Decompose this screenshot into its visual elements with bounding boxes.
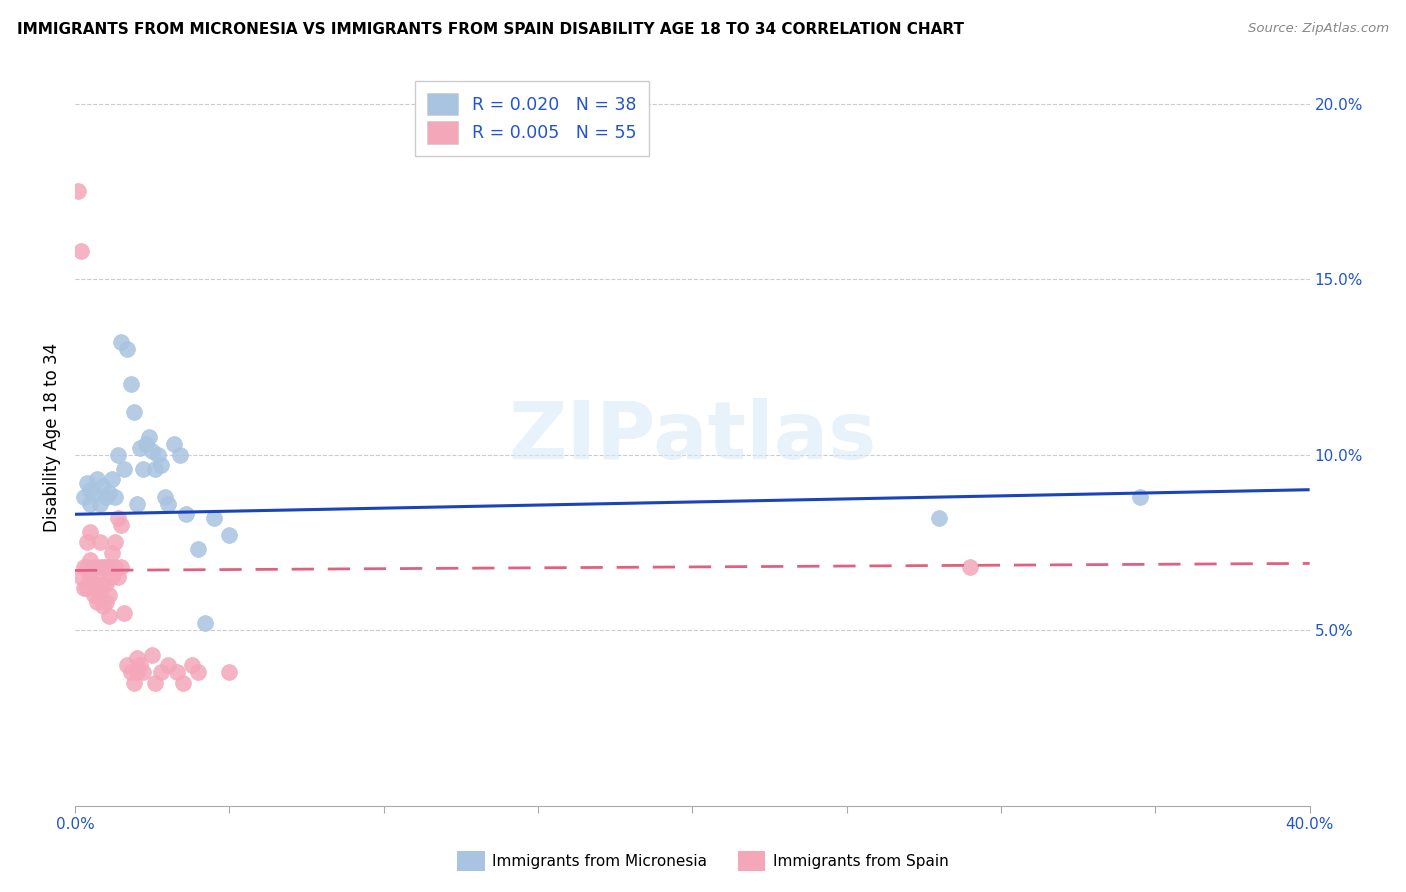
- Point: [166, 665, 188, 680]
- Point: [83, 588, 105, 602]
- Point: [132, 461, 155, 475]
- Point: [94, 595, 117, 609]
- Point: [156, 497, 179, 511]
- Point: [148, 448, 170, 462]
- Point: [76, 581, 98, 595]
- Point: [112, 606, 135, 620]
- Point: [1129, 490, 1152, 504]
- Point: [101, 472, 124, 486]
- Point: [218, 665, 240, 680]
- Point: [117, 658, 139, 673]
- Point: [97, 560, 120, 574]
- Point: [89, 535, 111, 549]
- Point: [163, 437, 186, 451]
- Point: [79, 497, 101, 511]
- Point: [83, 486, 105, 500]
- Point: [112, 461, 135, 475]
- Point: [76, 560, 98, 574]
- Point: [94, 560, 117, 574]
- Point: [86, 570, 108, 584]
- Point: [141, 648, 163, 662]
- Point: [135, 437, 157, 451]
- Point: [73, 560, 96, 574]
- Point: [181, 658, 204, 673]
- Point: [86, 581, 108, 595]
- Point: [959, 560, 981, 574]
- Point: [86, 472, 108, 486]
- Point: [125, 651, 148, 665]
- Point: [156, 658, 179, 673]
- Point: [91, 560, 114, 574]
- Point: [83, 560, 105, 574]
- Point: [143, 675, 166, 690]
- Point: [187, 665, 209, 680]
- Point: [128, 658, 150, 673]
- Point: [125, 497, 148, 511]
- Point: [141, 444, 163, 458]
- Point: [76, 535, 98, 549]
- Point: [110, 335, 132, 350]
- Point: [172, 675, 194, 690]
- Point: [150, 458, 173, 472]
- Point: [83, 577, 105, 591]
- Point: [104, 560, 127, 574]
- Point: [117, 343, 139, 357]
- Point: [150, 665, 173, 680]
- Point: [120, 665, 142, 680]
- Point: [138, 430, 160, 444]
- Point: [101, 546, 124, 560]
- Point: [91, 479, 114, 493]
- Point: [97, 609, 120, 624]
- Point: [89, 497, 111, 511]
- Point: [169, 448, 191, 462]
- Text: IMMIGRANTS FROM MICRONESIA VS IMMIGRANTS FROM SPAIN DISABILITY AGE 18 TO 34 CORR: IMMIGRANTS FROM MICRONESIA VS IMMIGRANTS…: [17, 22, 965, 37]
- Point: [73, 581, 96, 595]
- Point: [79, 483, 101, 497]
- Point: [218, 528, 240, 542]
- Text: Source: ZipAtlas.com: Source: ZipAtlas.com: [1249, 22, 1389, 36]
- Point: [89, 560, 111, 574]
- Legend: Immigrants from Micronesia, Immigrants from Spain: Immigrants from Micronesia, Immigrants f…: [449, 842, 957, 880]
- Point: [97, 486, 120, 500]
- Point: [125, 665, 148, 680]
- Point: [128, 441, 150, 455]
- Point: [194, 616, 217, 631]
- Point: [107, 510, 129, 524]
- Point: [187, 542, 209, 557]
- Point: [174, 508, 197, 522]
- Text: ZIPatlas: ZIPatlas: [508, 398, 876, 476]
- Point: [101, 570, 124, 584]
- Point: [104, 490, 127, 504]
- Point: [86, 595, 108, 609]
- Point: [91, 577, 114, 591]
- Point: [104, 535, 127, 549]
- Point: [70, 244, 93, 258]
- Point: [67, 185, 90, 199]
- Point: [928, 510, 950, 524]
- Point: [107, 570, 129, 584]
- Y-axis label: Disability Age 18 to 34: Disability Age 18 to 34: [44, 343, 60, 532]
- Point: [110, 560, 132, 574]
- Point: [110, 517, 132, 532]
- Point: [70, 570, 93, 584]
- Point: [107, 448, 129, 462]
- Point: [94, 490, 117, 504]
- Point: [97, 588, 120, 602]
- Legend: R = 0.020   N = 38, R = 0.005   N = 55: R = 0.020 N = 38, R = 0.005 N = 55: [415, 81, 648, 156]
- Point: [79, 570, 101, 584]
- Point: [143, 461, 166, 475]
- Point: [91, 599, 114, 613]
- Point: [153, 490, 176, 504]
- Point: [94, 577, 117, 591]
- Point: [202, 510, 225, 524]
- Point: [76, 475, 98, 490]
- Point: [89, 588, 111, 602]
- Point: [120, 377, 142, 392]
- Point: [132, 665, 155, 680]
- Point: [122, 675, 145, 690]
- Point: [79, 524, 101, 539]
- Point: [79, 553, 101, 567]
- Point: [73, 490, 96, 504]
- Point: [122, 405, 145, 419]
